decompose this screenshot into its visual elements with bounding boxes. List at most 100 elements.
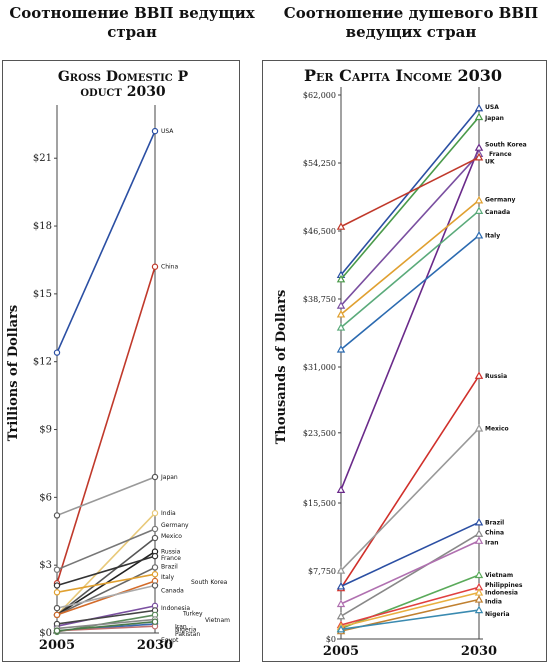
data-point	[53, 589, 61, 596]
series-label: Japan	[160, 474, 178, 481]
y-tick-label: $31,000	[303, 363, 336, 372]
series-russia: Russia	[336, 371, 507, 592]
data-point	[474, 195, 484, 204]
series-canada: Canada	[53, 582, 184, 612]
series-line	[56, 266, 156, 584]
series-china: China	[336, 529, 504, 620]
series-line	[56, 555, 156, 587]
data-point	[151, 571, 159, 578]
data-point	[336, 611, 346, 620]
data-point	[474, 143, 484, 151]
series-label: Indonesia	[485, 589, 518, 596]
data-point	[53, 349, 61, 356]
series-japan: Japan	[53, 473, 178, 519]
series-line	[340, 210, 480, 329]
data-point	[336, 581, 346, 590]
series-line	[340, 116, 480, 280]
series-line	[56, 580, 156, 616]
series-line	[340, 609, 480, 631]
series-label: Canada	[161, 588, 184, 595]
y-tick-label: $0	[39, 628, 52, 639]
series-label: Canada	[485, 209, 510, 216]
y-tick-label: $23,500	[303, 429, 336, 438]
series-label: Japan	[484, 115, 504, 122]
data-point	[336, 485, 346, 493]
series-label: Italy	[161, 574, 174, 581]
series-nigeria: Nigeria	[53, 618, 197, 634]
series-south-korea: South Korea	[53, 577, 228, 619]
data-point	[474, 595, 484, 603]
series-line	[340, 540, 480, 605]
data-point	[474, 371, 484, 379]
y-tick-label: $3	[39, 560, 52, 571]
series-line	[340, 375, 480, 589]
x-tick-label: 2030	[137, 638, 173, 653]
left-heading: Соотношение ВВП ведущих стран	[9, 4, 255, 41]
y-tick-label: $7,750	[308, 567, 336, 576]
series-line	[56, 537, 156, 616]
series-label: Nigeria	[485, 611, 510, 618]
right-heading: Соотношение душевого ВВП ведущих стран	[283, 4, 539, 41]
series-label: Mexico	[485, 425, 509, 432]
series-label: India	[161, 510, 176, 517]
series-germany: Germany	[53, 522, 189, 573]
series-japan: Japan	[336, 112, 504, 283]
data-point	[336, 624, 346, 633]
series-label: Brazil	[161, 563, 178, 570]
series-line	[56, 584, 156, 609]
series-usa: USA	[336, 103, 499, 279]
data-point	[336, 309, 346, 318]
series-line	[56, 130, 156, 353]
data-point	[336, 566, 346, 574]
data-point	[474, 103, 484, 112]
series-label: Brazil	[485, 519, 504, 526]
data-point	[336, 301, 346, 309]
series-uk: UK	[336, 152, 495, 230]
series-line	[56, 620, 156, 632]
y-tick-label: $18	[33, 221, 52, 232]
series-label: Russia	[485, 373, 507, 380]
series-line	[340, 156, 480, 228]
series-germany: Germany	[336, 195, 516, 318]
y-tick-label: $9	[39, 425, 52, 436]
series-line	[340, 591, 480, 628]
series-label: Germany	[485, 196, 516, 203]
series-label: France	[489, 151, 512, 158]
x-tick-label: 2005	[323, 644, 359, 659]
series-line	[340, 574, 480, 630]
series-italy: Italy	[336, 230, 500, 353]
y-axis-label: Thousands of Dollars	[274, 290, 289, 445]
series-line	[56, 605, 156, 628]
data-point	[53, 512, 61, 519]
data-point	[336, 274, 346, 283]
series-label: Vietnam	[205, 617, 230, 624]
series-label: USA	[161, 128, 174, 135]
series-label: Germany	[161, 522, 189, 529]
series-line	[56, 566, 156, 616]
data-point	[474, 112, 484, 121]
y-tick-label: $12	[33, 357, 52, 368]
series-label: Egypt	[161, 637, 179, 644]
y-tick-label: $15,500	[303, 499, 336, 508]
data-point	[151, 263, 159, 270]
series-canada: Canada	[336, 206, 510, 331]
x-tick-label: 2030	[461, 644, 497, 659]
series-label: Russia	[161, 549, 181, 556]
series-india: India	[336, 595, 502, 635]
series-line	[56, 618, 156, 630]
series-line	[340, 521, 480, 588]
series-label: China	[161, 264, 178, 271]
data-point	[151, 618, 159, 625]
x-tick-label: 2005	[39, 638, 75, 653]
data-point	[336, 323, 346, 331]
series-line	[56, 573, 156, 594]
data-point	[151, 509, 159, 517]
data-point	[474, 570, 484, 579]
data-point	[474, 230, 484, 239]
data-point	[151, 564, 159, 571]
series-line	[340, 147, 480, 491]
data-point	[474, 517, 484, 526]
series-label: India	[485, 599, 502, 606]
